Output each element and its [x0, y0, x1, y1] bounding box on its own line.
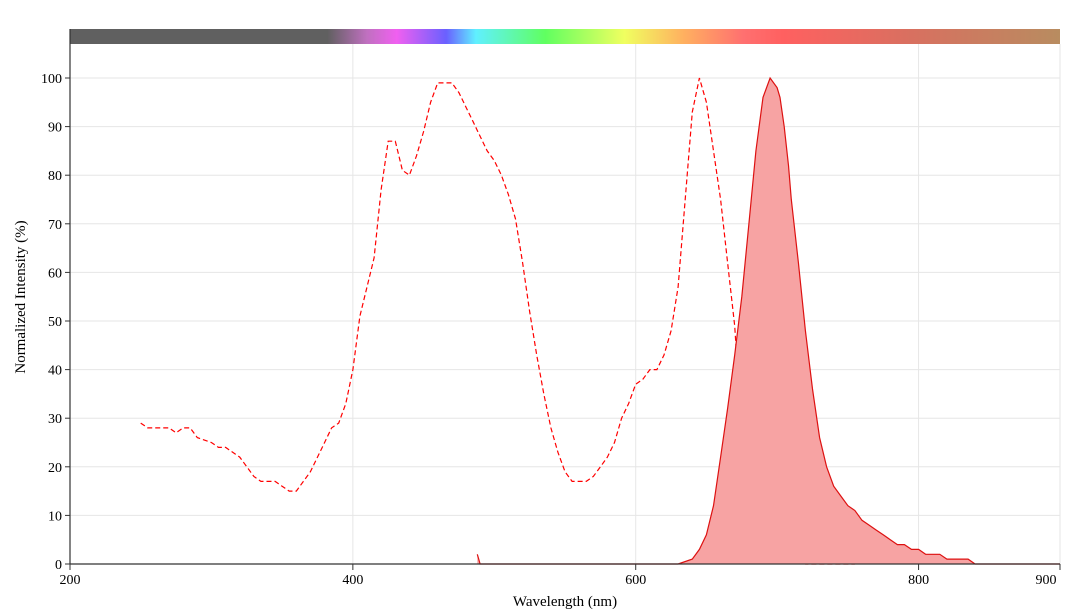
series-layer	[140, 76, 1060, 565]
y-axis-title: Normalized Intensity (%)	[13, 220, 29, 373]
x-tick-label: 400	[342, 573, 363, 588]
x-tick-label: 900	[1036, 573, 1057, 588]
x-axis-title: Wavelength (nm)	[513, 594, 617, 610]
emission-line	[476, 76, 1060, 565]
y-tick-label: 10	[48, 509, 62, 524]
emission-area	[477, 78, 1060, 564]
y-tick-label: 20	[48, 461, 62, 476]
tick-labels: 0 10 20 30 40 50 60 70 80 90 100 200 400 600 800 900	[41, 72, 1057, 588]
y-tick-label: 0	[55, 558, 62, 573]
axes	[65, 29, 1061, 570]
y-tick-label: 60	[48, 266, 62, 281]
y-tick-label: 40	[48, 364, 62, 379]
y-tick-label: 30	[48, 412, 62, 427]
x-tick-label: 200	[60, 573, 81, 588]
grid-lines	[69, 44, 1061, 564]
y-tick-label: 70	[48, 218, 62, 233]
y-tick-label: 90	[48, 121, 62, 136]
spectrum-color-bar	[70, 29, 1060, 44]
y-tick-label: 100	[41, 72, 62, 87]
x-tick-label: 800	[908, 573, 929, 588]
x-tick-label: 600	[625, 573, 646, 588]
y-tick-label: 50	[48, 315, 62, 330]
y-tick-label: 80	[48, 169, 62, 184]
excitation-line	[140, 77, 855, 565]
